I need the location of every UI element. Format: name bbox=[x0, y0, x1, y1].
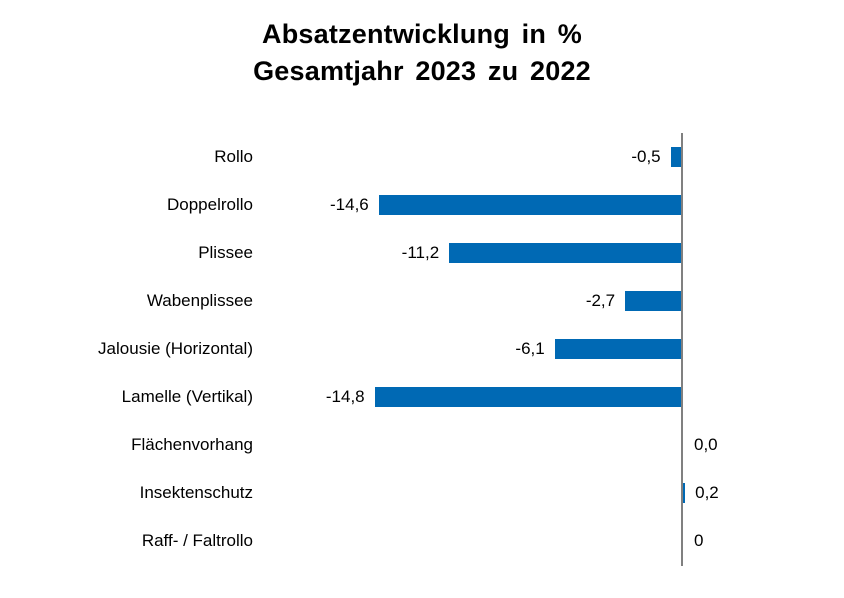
bar bbox=[625, 291, 681, 311]
value-label: -2,7 bbox=[585, 291, 616, 310]
bar-area: -0,5 bbox=[253, 133, 844, 181]
category-label: Wabenplissee bbox=[146, 291, 253, 310]
chart-row: Flächenvorhang 0,0 bbox=[0, 421, 844, 469]
bar bbox=[374, 387, 681, 407]
category-label: Rollo bbox=[214, 147, 253, 166]
value-label: -11,2 bbox=[401, 243, 440, 262]
chart-row: Rollo -0,5 bbox=[0, 133, 844, 181]
bar-area: -6,1 bbox=[253, 325, 844, 373]
chart-row: Lamelle (Vertikal) -14,8 bbox=[0, 373, 844, 421]
chart-rows: Rollo -0,5 Doppelrollo -14,6 Plissee -11… bbox=[0, 133, 844, 565]
chart-title: Absatzentwicklung in % Gesamtjahr 2023 z… bbox=[0, 0, 844, 90]
chart-row: Raff- / Faltrollo 0 bbox=[0, 517, 844, 565]
chart-title-line-1: Absatzentwicklung in % bbox=[262, 19, 582, 49]
bar-area: 0,2 bbox=[253, 469, 844, 517]
bar-area: -14,6 bbox=[253, 181, 844, 229]
category-label: Jalousie (Horizontal) bbox=[98, 339, 253, 358]
chart-row: Insektenschutz 0,2 bbox=[0, 469, 844, 517]
bar-area: -11,2 bbox=[253, 229, 844, 277]
category-label: Doppelrollo bbox=[167, 195, 253, 214]
bar-chart: Rollo -0,5 Doppelrollo -14,6 Plissee -11… bbox=[0, 133, 844, 566]
category-label: Insektenschutz bbox=[139, 483, 253, 502]
chart-title-line-2: Gesamtjahr 2023 zu 2022 bbox=[253, 56, 591, 86]
value-label: -14,8 bbox=[325, 387, 365, 406]
chart-row: Doppelrollo -14,6 bbox=[0, 181, 844, 229]
category-label: Plissee bbox=[198, 243, 253, 262]
bar bbox=[378, 195, 681, 215]
bar-area: -14,8 bbox=[253, 373, 844, 421]
value-label: -14,6 bbox=[330, 195, 369, 214]
bar bbox=[449, 243, 681, 263]
bar-area: 0 bbox=[253, 517, 844, 565]
bar bbox=[554, 339, 681, 359]
bar bbox=[681, 483, 686, 503]
value-label: 0,0 bbox=[694, 435, 718, 454]
bar-area: 0,0 bbox=[253, 421, 844, 469]
zero-baseline-axis bbox=[681, 133, 683, 566]
category-label: Lamelle (Vertikal) bbox=[121, 387, 253, 406]
chart-row: Plissee -11,2 bbox=[0, 229, 844, 277]
value-label: 0 bbox=[694, 531, 704, 550]
value-label: -0,5 bbox=[631, 147, 661, 166]
value-label: 0,2 bbox=[695, 483, 719, 502]
bar-area: -2,7 bbox=[253, 277, 844, 325]
bar bbox=[670, 147, 681, 167]
category-label: Flächenvorhang bbox=[131, 435, 253, 454]
chart-row: Wabenplissee -2,7 bbox=[0, 277, 844, 325]
value-label: -6,1 bbox=[515, 339, 545, 358]
category-label: Raff- / Faltrollo bbox=[141, 531, 253, 550]
chart-row: Jalousie (Horizontal) -6,1 bbox=[0, 325, 844, 373]
